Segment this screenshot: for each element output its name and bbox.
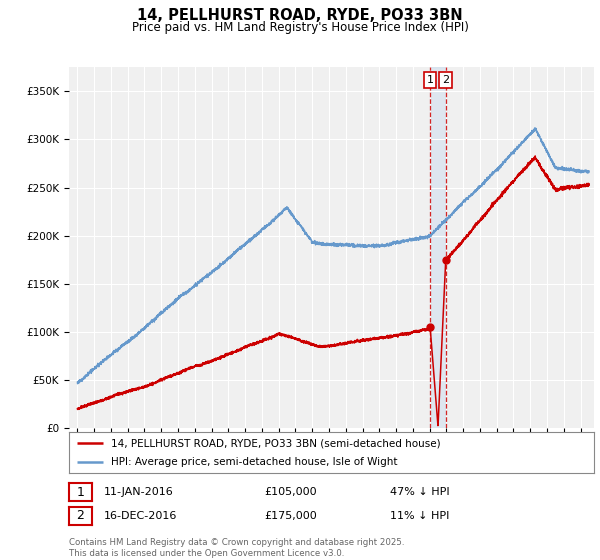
Text: 14, PELLHURST ROAD, RYDE, PO33 3BN (semi-detached house): 14, PELLHURST ROAD, RYDE, PO33 3BN (semi… — [111, 438, 440, 449]
Text: Contains HM Land Registry data © Crown copyright and database right 2025.
This d: Contains HM Land Registry data © Crown c… — [69, 538, 404, 558]
Text: Price paid vs. HM Land Registry's House Price Index (HPI): Price paid vs. HM Land Registry's House … — [131, 21, 469, 34]
Bar — [430, 67, 446, 428]
Text: £105,000: £105,000 — [264, 487, 317, 497]
Text: 1: 1 — [76, 486, 85, 499]
Text: 11% ↓ HPI: 11% ↓ HPI — [390, 511, 449, 521]
Text: 1: 1 — [427, 75, 434, 85]
Text: 11-JAN-2016: 11-JAN-2016 — [104, 487, 173, 497]
Text: 2: 2 — [442, 75, 449, 85]
Text: 2: 2 — [76, 509, 85, 522]
Text: 16-DEC-2016: 16-DEC-2016 — [104, 511, 177, 521]
Text: HPI: Average price, semi-detached house, Isle of Wight: HPI: Average price, semi-detached house,… — [111, 457, 398, 467]
Text: 47% ↓ HPI: 47% ↓ HPI — [390, 487, 449, 497]
Text: 14, PELLHURST ROAD, RYDE, PO33 3BN: 14, PELLHURST ROAD, RYDE, PO33 3BN — [137, 8, 463, 24]
Text: £175,000: £175,000 — [264, 511, 317, 521]
